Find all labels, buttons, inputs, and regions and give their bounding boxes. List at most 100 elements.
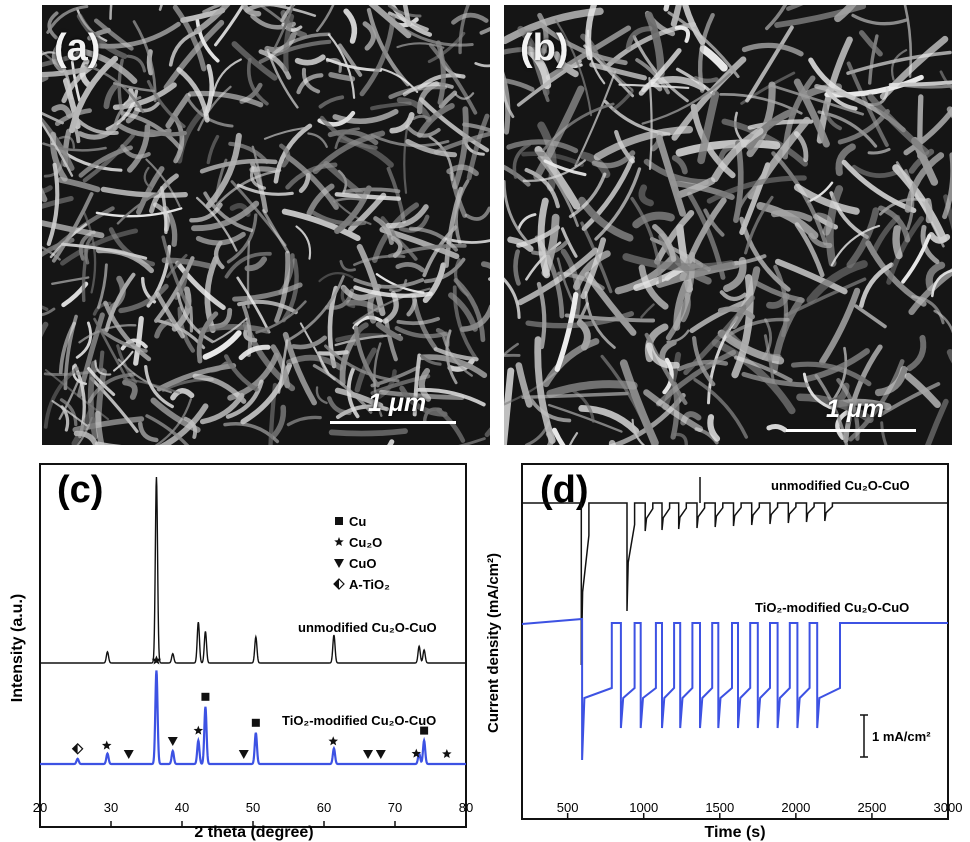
nanowire	[553, 51, 579, 78]
nanowire	[324, 344, 400, 383]
nanowire	[158, 403, 209, 445]
nanowire	[654, 209, 695, 265]
nanowire	[504, 277, 521, 320]
nanowire	[105, 89, 139, 131]
nanowire	[671, 155, 688, 175]
peak-marker-half-diamond-fill	[72, 743, 78, 754]
nanowire	[693, 76, 719, 84]
nanowire	[717, 306, 755, 320]
x-tick-label: 1000	[629, 800, 658, 815]
nanowire	[286, 415, 322, 427]
nanowire	[58, 321, 77, 375]
nanowire	[836, 378, 860, 441]
nanowire	[236, 276, 271, 334]
nanowire	[103, 83, 119, 110]
nanowire	[214, 5, 244, 47]
nanowire	[732, 254, 767, 266]
series-label-unmodified: unmodified Cu₂O-CuO	[771, 478, 910, 493]
nanowire	[554, 19, 593, 117]
nanowire	[127, 124, 151, 173]
nanowire	[786, 5, 804, 11]
nanowire	[399, 385, 448, 417]
nanowire	[197, 85, 232, 132]
nanowire	[368, 5, 412, 39]
series-line	[40, 670, 466, 766]
nanowire	[318, 272, 354, 283]
legend-cu2o-label: Cu₂O	[349, 535, 382, 550]
nanowire	[543, 159, 587, 177]
nanowire	[525, 311, 635, 329]
nanowire	[154, 318, 172, 339]
nanowire	[199, 392, 245, 425]
nanowire	[453, 277, 486, 343]
nanowire	[375, 321, 404, 342]
nanowire	[172, 5, 207, 72]
nanowire	[136, 166, 165, 215]
nanowire	[382, 291, 399, 324]
series-line-tio2-modified	[521, 617, 948, 761]
nanowire	[517, 213, 537, 230]
nanowire	[697, 90, 720, 165]
nanowire	[191, 200, 260, 232]
nanowire	[214, 240, 225, 270]
nanowire	[517, 247, 599, 306]
nanowire	[504, 78, 515, 119]
nanowire	[878, 205, 911, 243]
nanowire	[71, 407, 95, 445]
nanowire	[858, 30, 883, 57]
nanowire	[435, 40, 446, 105]
nanowire	[547, 403, 623, 433]
series-label-unmodified: unmodified Cu₂O-CuO	[298, 620, 437, 635]
nanowire	[389, 279, 408, 293]
nanowire	[78, 324, 137, 344]
nanowire	[835, 143, 856, 177]
nanowire	[698, 12, 715, 93]
nanowire	[402, 82, 454, 97]
nanowire	[224, 251, 272, 279]
nanowire	[747, 116, 811, 200]
nanowire	[373, 216, 394, 245]
nanowire	[402, 5, 412, 27]
nanowire	[939, 70, 952, 91]
nanowire	[58, 378, 80, 420]
nanowire	[298, 173, 311, 193]
nanowire	[149, 173, 179, 214]
nanowire	[683, 295, 756, 376]
nanowire	[236, 183, 294, 196]
nanowire	[924, 398, 949, 445]
nanowire	[165, 93, 191, 129]
nanowire	[51, 400, 88, 427]
nanowire	[244, 5, 286, 13]
nanowire	[232, 282, 303, 302]
nanowire	[452, 106, 469, 190]
nanowire	[318, 95, 345, 109]
nanowire	[706, 175, 807, 204]
nanowire	[560, 227, 578, 258]
nanowire	[600, 354, 655, 445]
nanowire	[522, 159, 586, 183]
nanowire	[223, 422, 280, 444]
nanowire	[213, 317, 248, 343]
nanowire	[43, 366, 79, 429]
nanowire	[301, 67, 321, 94]
nanowire	[619, 359, 659, 445]
nanowire	[452, 285, 479, 362]
series-label-tio2-modified: TiO₂-modified Cu₂O-CuO	[282, 713, 436, 728]
nanowire	[515, 362, 533, 408]
nanowire	[334, 127, 360, 150]
nanowire	[98, 350, 105, 375]
nanowire	[879, 35, 949, 100]
nanowire	[42, 66, 92, 78]
nanowire	[761, 318, 772, 360]
nanowire	[643, 389, 704, 433]
nanowire	[372, 202, 420, 263]
nanowire	[768, 83, 864, 116]
nanowire	[433, 131, 490, 155]
nanowire	[868, 34, 879, 85]
nanowire	[793, 78, 830, 148]
nanowire	[42, 246, 61, 261]
nanowire	[244, 256, 268, 272]
nanowire	[161, 235, 190, 309]
nanowire	[120, 338, 148, 351]
nanowire	[908, 268, 952, 315]
